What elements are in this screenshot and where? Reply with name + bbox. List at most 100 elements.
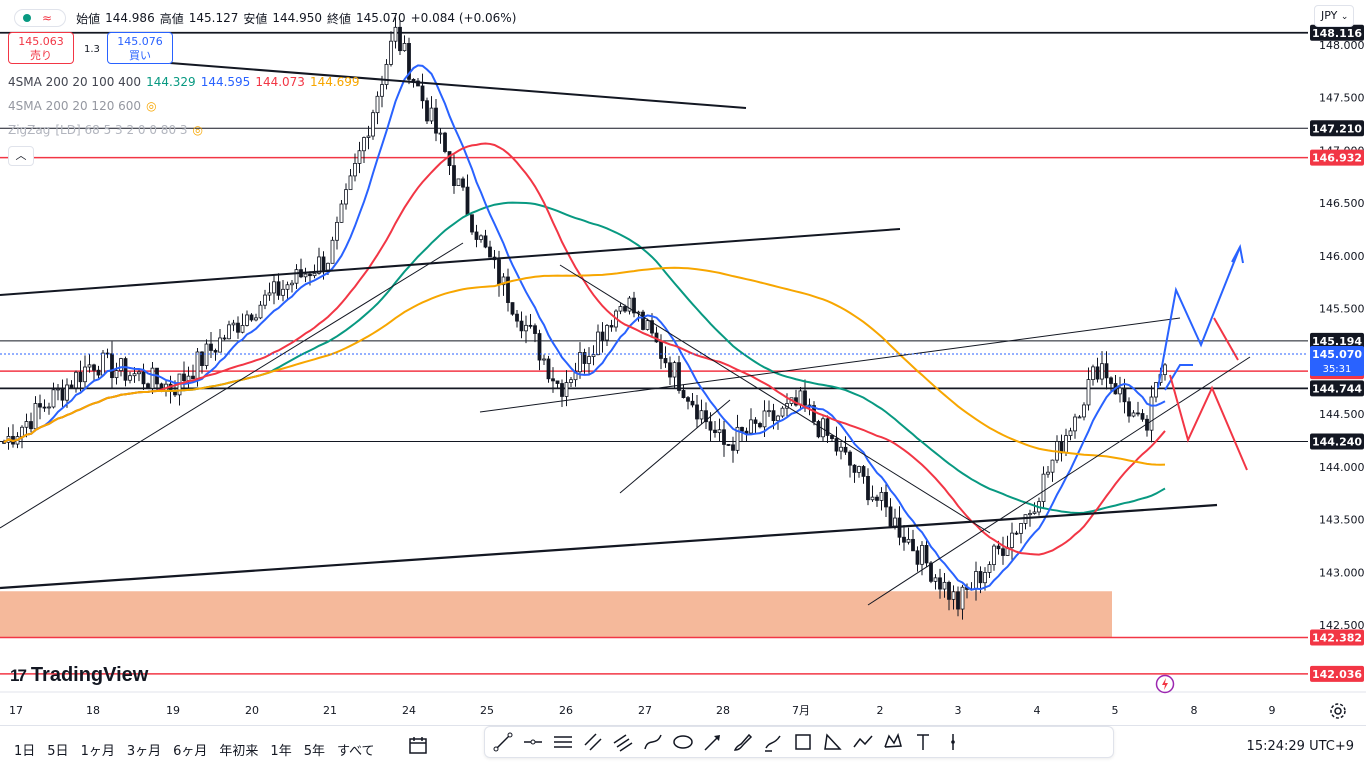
sma-value-400: 144.699 [309, 75, 360, 89]
cursor-icon[interactable] [941, 730, 965, 754]
fib-channel-icon[interactable] [611, 730, 635, 754]
y-tick-label: 148.000 [1319, 39, 1365, 52]
trend-line-icon[interactable] [491, 730, 515, 754]
candle-body [564, 382, 569, 397]
timeframe-item[interactable]: 1日 [14, 744, 36, 759]
candle-body [497, 259, 501, 286]
hidden-eye-icon[interactable]: ◎ [146, 99, 157, 113]
x-tick-label: 4 [1034, 704, 1041, 717]
triangle-icon[interactable] [821, 730, 845, 754]
candle-body [182, 373, 186, 382]
sma-hidden-legend[interactable]: 4SMA 200 20 120 600 ◎ [8, 99, 157, 113]
candle-body [339, 203, 344, 223]
candle-body [591, 354, 596, 357]
clock[interactable]: 15:24:29 UTC+9 [1246, 739, 1354, 754]
path-icon[interactable] [641, 730, 665, 754]
brush-icon[interactable] [731, 730, 755, 754]
candle-body [74, 371, 78, 389]
candle-body [672, 362, 677, 378]
candle-body [560, 383, 564, 397]
candle-body [1064, 435, 1068, 454]
price-chart[interactable]: 148.000147.500147.000146.500146.000145.5… [0, 0, 1366, 725]
candle-body [114, 370, 119, 379]
candle-body [753, 419, 758, 424]
polyline-icon[interactable] [851, 730, 875, 754]
current-price-label: 145.070 [1312, 348, 1362, 361]
x-tick-label: 19 [166, 704, 180, 717]
candle-body [582, 352, 587, 364]
candle-body [942, 581, 947, 590]
settings-gear-icon[interactable] [1329, 702, 1347, 720]
x-tick-label: 24 [402, 704, 416, 717]
candle-body [623, 306, 627, 312]
horizontal-ray-icon[interactable] [521, 730, 545, 754]
candle-body [78, 371, 83, 383]
lightning-icon[interactable] [1155, 674, 1175, 694]
candle-body [708, 421, 713, 431]
y-tick-label: 146.500 [1319, 197, 1365, 210]
candle-body [474, 231, 479, 240]
pattern-icon[interactable] [881, 730, 905, 754]
candle-body [645, 320, 650, 330]
rectangle-icon[interactable] [791, 730, 815, 754]
date-range-icon[interactable] [406, 734, 430, 758]
highlighter-icon[interactable] [761, 730, 785, 754]
chevron-down-icon: ⌄ [1340, 12, 1349, 22]
timeframe-item[interactable]: 1年 [270, 744, 292, 759]
sell-button[interactable]: 145.063 売り [8, 32, 74, 64]
timeframe-item[interactable]: 5日 [47, 744, 69, 759]
timeframe-item[interactable]: 年初来 [219, 744, 259, 759]
timeframe-item[interactable]: 3ヶ月 [126, 744, 162, 759]
buy-label: 買い [129, 49, 151, 62]
sma-legend[interactable]: 4SMA 200 20 100 400 144.329 144.595 144.… [8, 75, 360, 89]
candle-body [726, 444, 731, 446]
parallel-channel-icon[interactable] [581, 730, 605, 754]
market-status[interactable]: ≈ [14, 9, 67, 27]
candle-body [56, 388, 60, 391]
candle-body [1122, 387, 1127, 403]
candle-body [839, 446, 843, 452]
candle-body [866, 475, 870, 501]
candle-body [254, 317, 258, 321]
candle-body [1001, 548, 1005, 556]
ellipse-icon[interactable] [671, 730, 695, 754]
candle-body [461, 178, 465, 188]
high-label: 高値 [159, 11, 184, 26]
candle-body [42, 406, 47, 409]
candle-body [848, 451, 852, 466]
timeframe-item[interactable]: 5年 [303, 744, 325, 759]
open-value: 144.986 [105, 11, 155, 25]
trend-line [169, 62, 747, 109]
candle-body [402, 42, 407, 52]
buy-button[interactable]: 145.076 買い [107, 32, 173, 64]
price-label-bg [1310, 665, 1364, 682]
arrow-icon[interactable] [701, 730, 725, 754]
candle-body [735, 426, 740, 451]
timeframe-item[interactable]: 1ヶ月 [80, 744, 115, 759]
open-label: 始値 [76, 11, 101, 26]
ohlc-legend: ≈ 始値 144.986 高値 145.127 安値 144.950 終値 14… [14, 8, 521, 28]
candle-body [479, 235, 483, 240]
candle-body [1086, 379, 1091, 406]
timeframe-item[interactable]: すべて [336, 744, 375, 759]
sell-price: 145.063 [18, 35, 64, 48]
candle-body [456, 178, 461, 187]
zigzag-legend[interactable]: ZigZag [LD] 68 5 3 2 0 0 80 3 ◎ [8, 123, 203, 137]
candle-body [1100, 363, 1104, 380]
candle-body [1077, 416, 1082, 419]
candle-body [38, 403, 42, 408]
low-value: 144.950 [272, 11, 322, 25]
candle-body [978, 571, 983, 584]
zigzag-eye-icon[interactable]: ◎ [192, 123, 204, 137]
trend-line [0, 242, 464, 529]
collapse-legend-button[interactable]: ︿ [8, 146, 34, 166]
text-icon[interactable] [911, 730, 935, 754]
candle-body [483, 235, 488, 248]
timeframe-item[interactable]: 6ヶ月 [173, 744, 208, 759]
horizontal-lines-icon[interactable] [551, 730, 575, 754]
price-label-bg [1310, 149, 1364, 166]
currency-button[interactable]: JPY ⌄ [1314, 5, 1354, 27]
tradingview-logo[interactable]: 17 TradingView [10, 664, 148, 687]
candle-body [740, 426, 744, 432]
